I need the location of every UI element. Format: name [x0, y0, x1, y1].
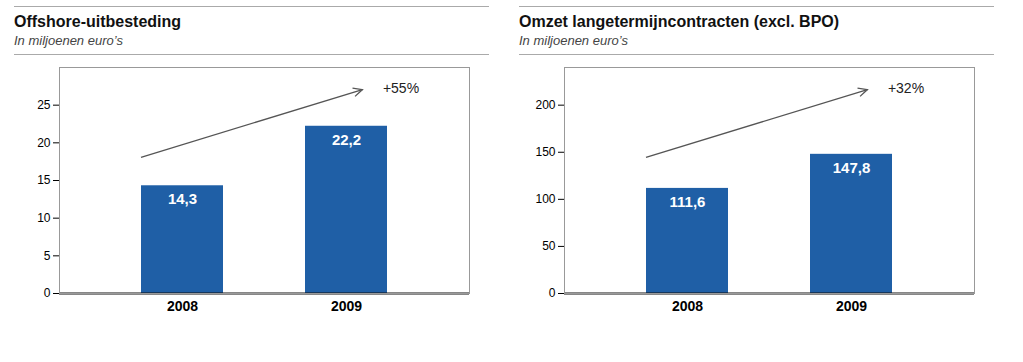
svg-text:150: 150 — [535, 145, 555, 159]
svg-text:25: 25 — [37, 98, 51, 112]
svg-text:14,3: 14,3 — [168, 190, 197, 207]
html-text:In miljoenen euro’s: In miljoenen euro’s — [519, 33, 628, 48]
svg-text:2009: 2009 — [331, 298, 362, 314]
svg-text:15: 15 — [37, 173, 51, 187]
html-text:Omzet langetermijncontracten (: Omzet langetermijncontracten (excl. BPO) — [519, 13, 840, 30]
html-text:In miljoenen euro’s: In miljoenen euro’s — [14, 33, 123, 48]
svg-text:+32%: +32% — [888, 80, 924, 96]
svg-text:200: 200 — [535, 98, 555, 112]
svg-text:22,2: 22,2 — [332, 131, 361, 148]
svg-text:50: 50 — [542, 239, 556, 253]
svg-text:2008: 2008 — [672, 298, 703, 314]
svg-text:0: 0 — [44, 286, 51, 300]
html-text:Offshore-uitbesteding: Offshore-uitbesteding — [14, 13, 182, 30]
svg-text:111,6: 111,6 — [670, 193, 706, 210]
svg-text:+55%: +55% — [383, 80, 419, 96]
svg-text:0: 0 — [549, 286, 556, 300]
svg-text:5: 5 — [44, 249, 51, 263]
svg-text:147,8: 147,8 — [833, 159, 871, 176]
svg-text:10: 10 — [37, 211, 51, 225]
svg-text:100: 100 — [535, 192, 555, 206]
svg-text:20: 20 — [37, 136, 51, 150]
svg-text:2009: 2009 — [836, 298, 867, 314]
svg-text:2008: 2008 — [167, 298, 198, 314]
